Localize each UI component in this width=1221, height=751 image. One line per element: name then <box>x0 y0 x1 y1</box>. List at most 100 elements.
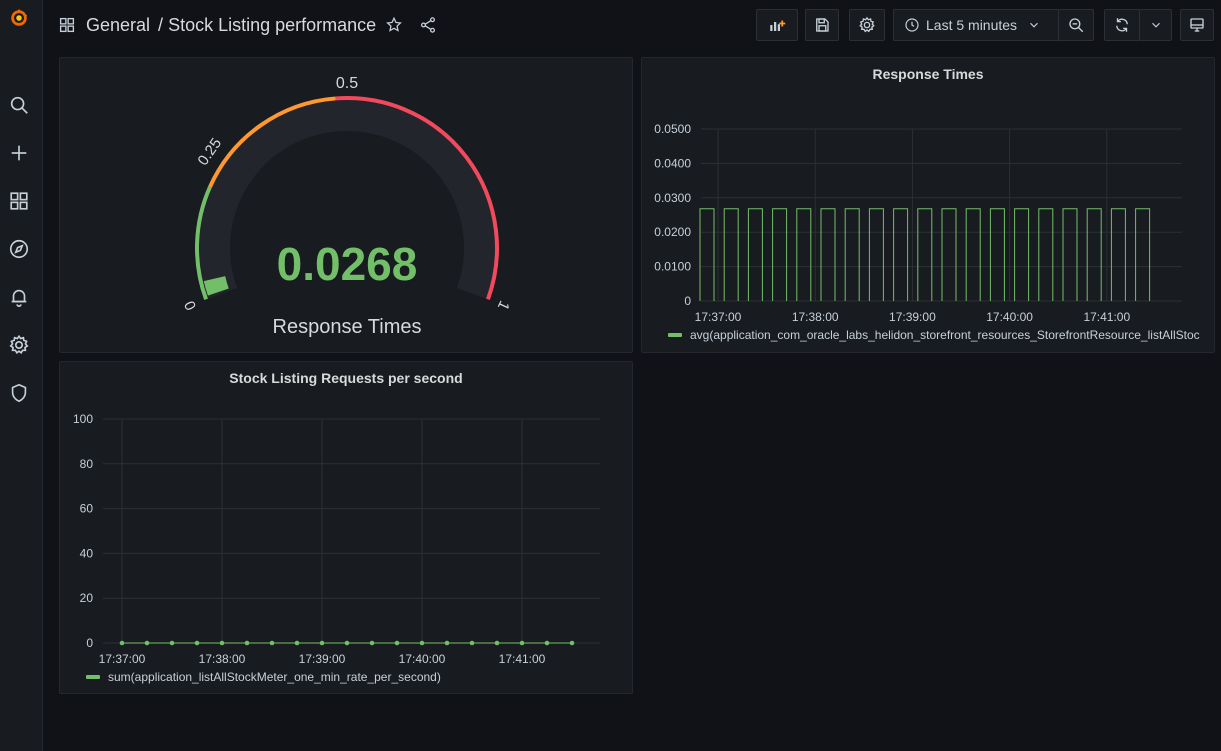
x-axis-tick-label: 17:39:00 <box>299 652 346 666</box>
series-pulse <box>1038 208 1054 301</box>
zoom-out-button[interactable] <box>1058 9 1094 41</box>
series-point <box>144 640 150 646</box>
series-pulse <box>796 208 812 301</box>
breadcrumb: General / Stock Listing performance <box>58 13 437 37</box>
legend-swatch <box>668 333 682 337</box>
search-icon[interactable] <box>7 93 31 117</box>
y-axis-tick-label: 40 <box>80 546 94 560</box>
save-dashboard-button[interactable] <box>805 9 839 41</box>
series-point <box>394 640 400 646</box>
y-axis-tick-label: 0 <box>86 636 93 650</box>
dashboard-title[interactable]: Stock Listing performance <box>168 14 377 35</box>
y-axis-tick-label: 0.0100 <box>654 260 691 274</box>
gauge-threshold-green <box>195 186 212 300</box>
alerting-bell-icon[interactable] <box>7 285 31 309</box>
series-point <box>494 640 500 646</box>
series-point <box>219 640 225 646</box>
series-pulse <box>965 208 981 301</box>
series-pulse <box>699 208 715 301</box>
x-axis-tick-label: 17:41:00 <box>1083 310 1130 324</box>
top-navbar: General / Stock Listing performance Last… <box>43 0 1221 50</box>
gauge-svg: 0 0.25 0.5 1 0.0268 Response Times <box>181 75 513 338</box>
series-pulse <box>844 208 860 301</box>
dashboards-icon[interactable] <box>7 189 31 213</box>
series-point <box>419 640 425 646</box>
x-axis-tick-label: 17:40:00 <box>399 652 446 666</box>
chart-legend[interactable]: avg(application_com_oracle_labs_helidon_… <box>668 328 1208 342</box>
series-point <box>519 640 525 646</box>
x-axis-tick-label: 17:38:00 <box>792 310 839 324</box>
save-icon <box>816 18 829 32</box>
series-pulse <box>723 208 739 301</box>
series-point <box>294 640 300 646</box>
series-pulse <box>868 208 884 301</box>
dashboard-settings-button[interactable] <box>849 9 885 41</box>
grafana-logo-icon[interactable] <box>7 6 31 30</box>
legend-series-name: avg(application_com_oracle_labs_helidon_… <box>690 328 1200 342</box>
series-point <box>194 640 200 646</box>
monitor-icon <box>1190 18 1204 32</box>
y-axis-tick-label: 100 <box>73 412 93 426</box>
series-pulse <box>1086 208 1102 301</box>
y-axis-tick-label: 0.0200 <box>654 225 691 239</box>
response-times-graph-panel[interactable]: Response Times 0.0500 0.0400 0.0300 0.0200 0… <box>641 57 1215 353</box>
gauge-tick-max: 1 <box>494 298 513 313</box>
x-axis-tick-label: 17:37:00 <box>695 310 742 324</box>
y-axis-tick-label: 0.0500 <box>654 122 691 136</box>
y-axis-tick-label: 0.0300 <box>654 191 691 205</box>
series-pulse <box>917 208 933 301</box>
gauge-tick-min: 0 <box>181 298 200 313</box>
explore-compass-icon[interactable] <box>7 237 31 261</box>
clock-icon <box>905 18 919 32</box>
x-axis-tick-label: 17:38:00 <box>199 652 246 666</box>
legend-swatch <box>86 675 100 679</box>
series-pulse <box>1062 208 1078 301</box>
series-point <box>444 640 450 646</box>
y-axis-tick-label: 60 <box>80 502 94 516</box>
configuration-gear-icon[interactable] <box>7 333 31 357</box>
plus-icon[interactable] <box>7 141 31 165</box>
y-axis-tick-label: 80 <box>80 457 94 471</box>
y-axis-tick-label: 0.0400 <box>654 156 691 170</box>
series-point <box>244 640 250 646</box>
x-axis-tick-label: 17:41:00 <box>499 652 546 666</box>
series-point <box>369 640 375 646</box>
x-axis-tick-label: 17:40:00 <box>986 310 1033 324</box>
refresh-button[interactable] <box>1104 9 1140 41</box>
add-panel-button[interactable] <box>756 9 798 41</box>
series-pulse <box>772 208 788 301</box>
panel-title: Response Times <box>872 66 984 82</box>
sidebar <box>0 0 43 751</box>
time-range-picker[interactable]: Last 5 minutes <box>893 9 1059 41</box>
admin-shield-icon[interactable] <box>7 381 31 405</box>
response-times-chart: 0.0500 0.0400 0.0300 0.0200 0.0100 0 17:37:00 1… <box>654 122 1182 324</box>
chevron-down-icon <box>1151 22 1160 28</box>
refresh-icon <box>1116 18 1128 32</box>
chart-legend[interactable]: sum(application_listAllStockMeter_one_mi… <box>86 670 626 684</box>
y-axis-tick-label: 20 <box>80 591 94 605</box>
series-point <box>344 640 350 646</box>
tv-mode-button[interactable] <box>1180 9 1214 41</box>
add-panel-icon <box>770 20 786 31</box>
star-icon[interactable] <box>385 16 403 34</box>
series-point <box>544 640 550 646</box>
x-axis-tick-label: 17:37:00 <box>99 652 146 666</box>
series-point <box>469 640 475 646</box>
gauge-value-text: 0.0268 <box>277 238 418 290</box>
gauge-title: Response Times <box>273 316 422 338</box>
gauge-track <box>196 97 498 300</box>
settings-gear-icon <box>859 16 875 33</box>
breadcrumb-folder[interactable]: General <box>86 14 151 35</box>
gauge-threshold-red <box>335 96 499 300</box>
series-pulse <box>893 208 909 301</box>
series-point <box>169 640 175 646</box>
share-icon[interactable] <box>419 16 437 34</box>
x-axis-tick-label: 17:39:00 <box>889 310 936 324</box>
legend-series-name: sum(application_listAllStockMeter_one_mi… <box>108 670 441 684</box>
refresh-interval-dropdown[interactable] <box>1139 9 1172 41</box>
requests-per-second-graph-panel[interactable]: Stock Listing Requests per second 100 80 6… <box>59 361 633 694</box>
gauge-panel[interactable]: 0 0.25 0.5 1 0.0268 Response Times <box>59 57 633 353</box>
time-range-label: Last 5 minutes <box>926 17 1018 33</box>
panel-title: Stock Listing Requests per second <box>229 370 463 386</box>
gauge-value-bar <box>203 276 229 296</box>
